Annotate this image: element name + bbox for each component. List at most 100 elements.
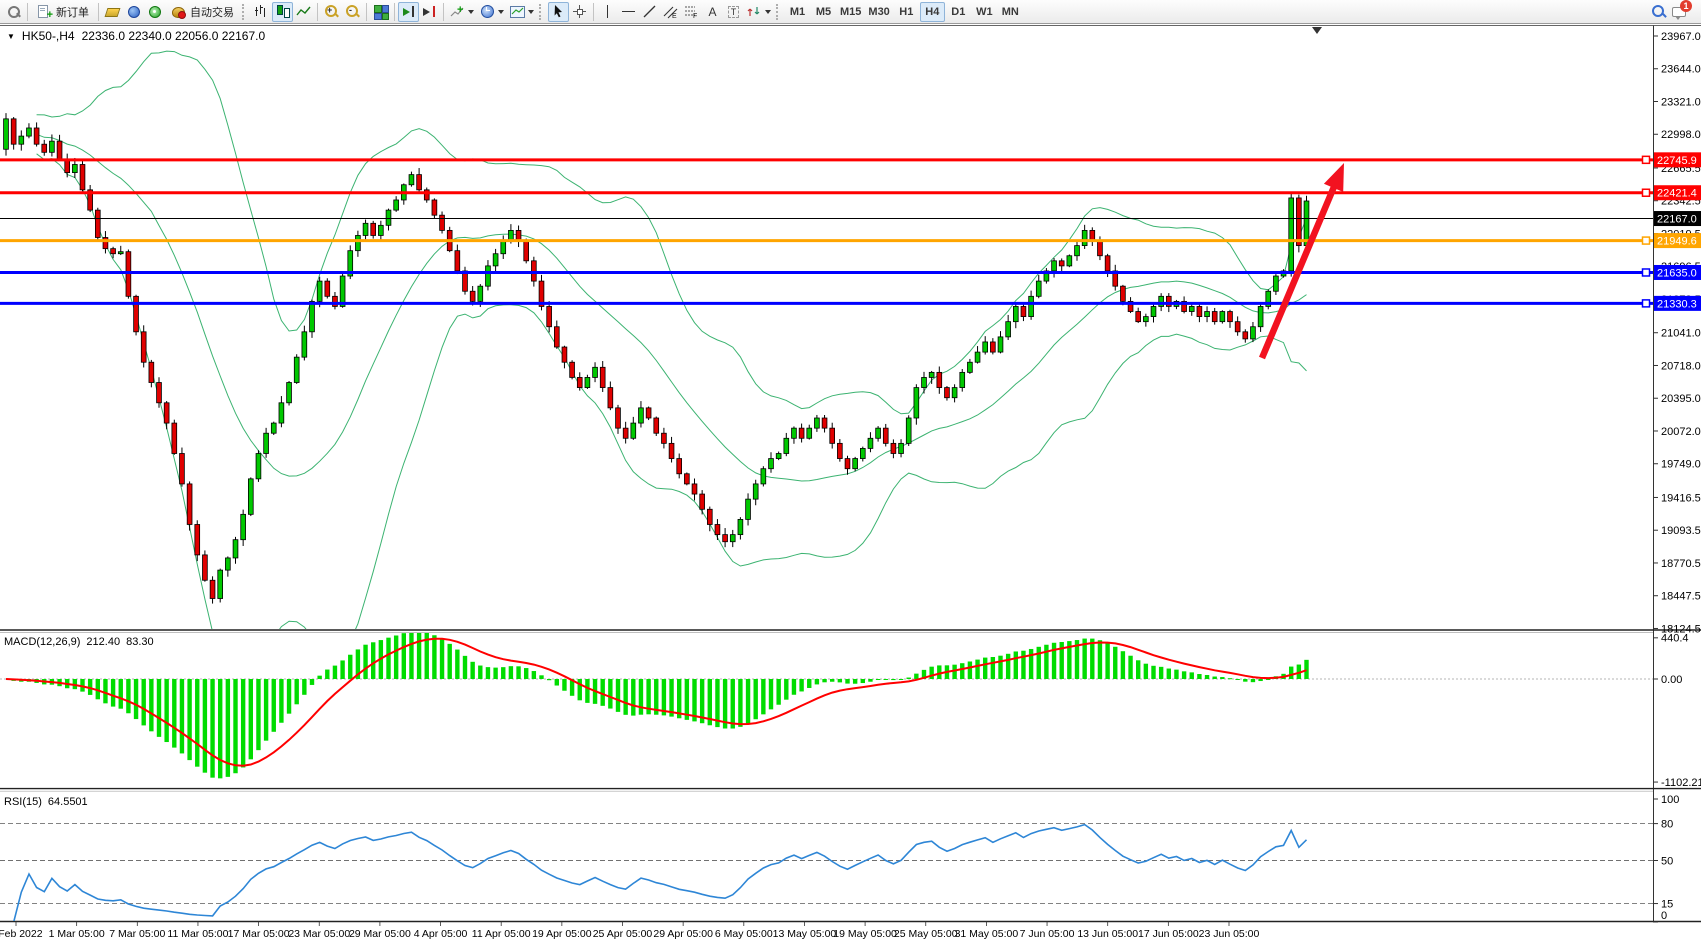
macd-histogram-bar: [508, 666, 514, 679]
bull-candle: [1265, 290, 1272, 307]
line-anchor-marker[interactable]: [1641, 188, 1651, 197]
bull-candle: [263, 432, 269, 454]
templates-button[interactable]: [507, 2, 537, 22]
trendline-tool-button[interactable]: [639, 2, 660, 22]
equidistant-channel-tool-button[interactable]: E: [660, 2, 681, 22]
timeframe-h1[interactable]: H1: [899, 5, 914, 18]
arrows-tool-button[interactable]: [744, 2, 774, 22]
text-tool-button[interactable]: A: [702, 2, 723, 22]
line-anchor-marker[interactable]: [1641, 236, 1651, 245]
new-order-button[interactable]: + 新订单: [31, 2, 95, 22]
macd-histogram-bar: [294, 679, 299, 705]
chart-dropdown-icon[interactable]: ▼: [7, 32, 15, 41]
macd-histogram-bar: [761, 679, 766, 715]
timeframe-m30[interactable]: M30: [868, 5, 890, 18]
price-tick-label: 20718.0: [1661, 360, 1701, 372]
bull-candle: [339, 275, 346, 307]
macd-histogram-bar: [1059, 642, 1064, 679]
candles-layer: [3, 113, 1310, 604]
crosshair-tool-button[interactable]: [569, 2, 590, 22]
bar-chart-button[interactable]: [251, 2, 272, 22]
bear-candle: [645, 407, 652, 419]
cursor-tool-button[interactable]: [548, 1, 569, 22]
bear-candle: [431, 199, 438, 216]
zoom-in-button[interactable]: +: [321, 2, 342, 22]
time-tick-label: 29 Apr 05:00: [653, 928, 713, 940]
timeframe-d1[interactable]: D1: [951, 5, 966, 18]
bull-candle: [997, 336, 1004, 353]
bull-candle: [1219, 311, 1226, 323]
bear-candle: [661, 432, 667, 444]
bull-candle: [225, 557, 231, 571]
time-tick-label: 17 Jun 05:00: [1138, 928, 1199, 940]
macd-histogram-bar: [845, 679, 850, 684]
macd-histogram-bar: [332, 665, 338, 679]
macd-histogram-bar: [447, 643, 452, 679]
time-tick-label: 4 Apr 05:00: [414, 928, 468, 940]
macd-histogram-bar: [937, 665, 942, 679]
terminal-button[interactable]: [144, 2, 165, 22]
timeframe-m1[interactable]: M1: [789, 5, 806, 18]
macd-histogram-bar: [1220, 677, 1225, 679]
macd-histogram-bar: [172, 679, 177, 748]
candlestick-chart-button[interactable]: [272, 1, 293, 22]
auto-trading-icon: [171, 4, 186, 19]
zoom-out-button[interactable]: -: [342, 2, 363, 22]
timeframe-m5[interactable]: M5: [815, 5, 832, 18]
timeframe-h4[interactable]: H4: [919, 1, 945, 22]
fibonacci-tool-button[interactable]: F: [681, 2, 702, 22]
bear-candle: [462, 270, 468, 292]
auto-trading-button[interactable]: 自动交易: [165, 2, 240, 22]
macd-histogram-bar: [80, 679, 85, 692]
macd-histogram-bar: [1105, 643, 1110, 679]
rsi-pane[interactable]: [0, 823, 1653, 922]
bull-candle: [1043, 270, 1050, 282]
rsi-tick-label: 0: [1661, 910, 1667, 922]
navigator-icon: [126, 4, 141, 19]
macd-histogram-bar: [156, 679, 162, 737]
time-tick-label: 31 May 05:00: [955, 928, 1019, 940]
macd-histogram-bar: [1097, 640, 1103, 679]
navigator-button[interactable]: [123, 2, 144, 22]
auto-scroll-button[interactable]: [398, 1, 419, 22]
time-tick-label: 3 Feb 2022: [0, 928, 43, 940]
horizontal-line-tool-button[interactable]: [618, 2, 639, 22]
macd-histogram-bar: [455, 649, 460, 679]
price-tick-label: 19093.5: [1661, 525, 1701, 537]
macd-histogram-bar: [868, 679, 873, 682]
line-anchor-marker[interactable]: [1641, 155, 1651, 165]
chart-canvas[interactable]: 23967.023644.023321.022998.022665.522342…: [0, 25, 1701, 945]
notification-count-badge: 1: [1680, 0, 1692, 12]
timeframe-m15[interactable]: M15: [840, 5, 862, 18]
bull-candle: [500, 240, 507, 255]
timeframe-w1[interactable]: W1: [976, 5, 993, 18]
macd-histogram-bar: [493, 667, 498, 679]
periods-button[interactable]: [477, 2, 507, 22]
bull-candle: [18, 135, 25, 145]
chart-shift-marker[interactable]: [1312, 27, 1322, 34]
text-label-tool-button[interactable]: T: [723, 2, 744, 22]
chart-shift-button[interactable]: [419, 2, 440, 22]
notifications-button[interactable]: 1: [1669, 0, 1692, 22]
indicators-button[interactable]: +: [447, 2, 477, 22]
macd-histogram-bar: [898, 679, 904, 680]
app-button[interactable]: [3, 2, 24, 22]
macd-histogram-bar: [1067, 641, 1072, 679]
vertical-line-tool-button[interactable]: [597, 2, 618, 22]
trend-arrow-annotation[interactable]: [1259, 163, 1344, 360]
bear-candle: [1089, 229, 1096, 241]
macd-histogram-bar: [501, 667, 506, 679]
bear-candle: [56, 140, 63, 160]
line-anchor-marker[interactable]: [1641, 299, 1651, 308]
line-anchor-marker[interactable]: [1641, 268, 1651, 277]
timeframe-mn[interactable]: MN: [1001, 5, 1019, 18]
line-chart-button[interactable]: [293, 2, 314, 22]
macd-pane[interactable]: [0, 631, 1653, 779]
bear-candle: [1196, 306, 1203, 317]
search-button[interactable]: [1648, 2, 1669, 22]
market-watch-button[interactable]: [102, 2, 123, 22]
tile-windows-button[interactable]: [370, 2, 391, 22]
bull-candle: [117, 251, 124, 255]
bear-candle: [837, 442, 843, 459]
